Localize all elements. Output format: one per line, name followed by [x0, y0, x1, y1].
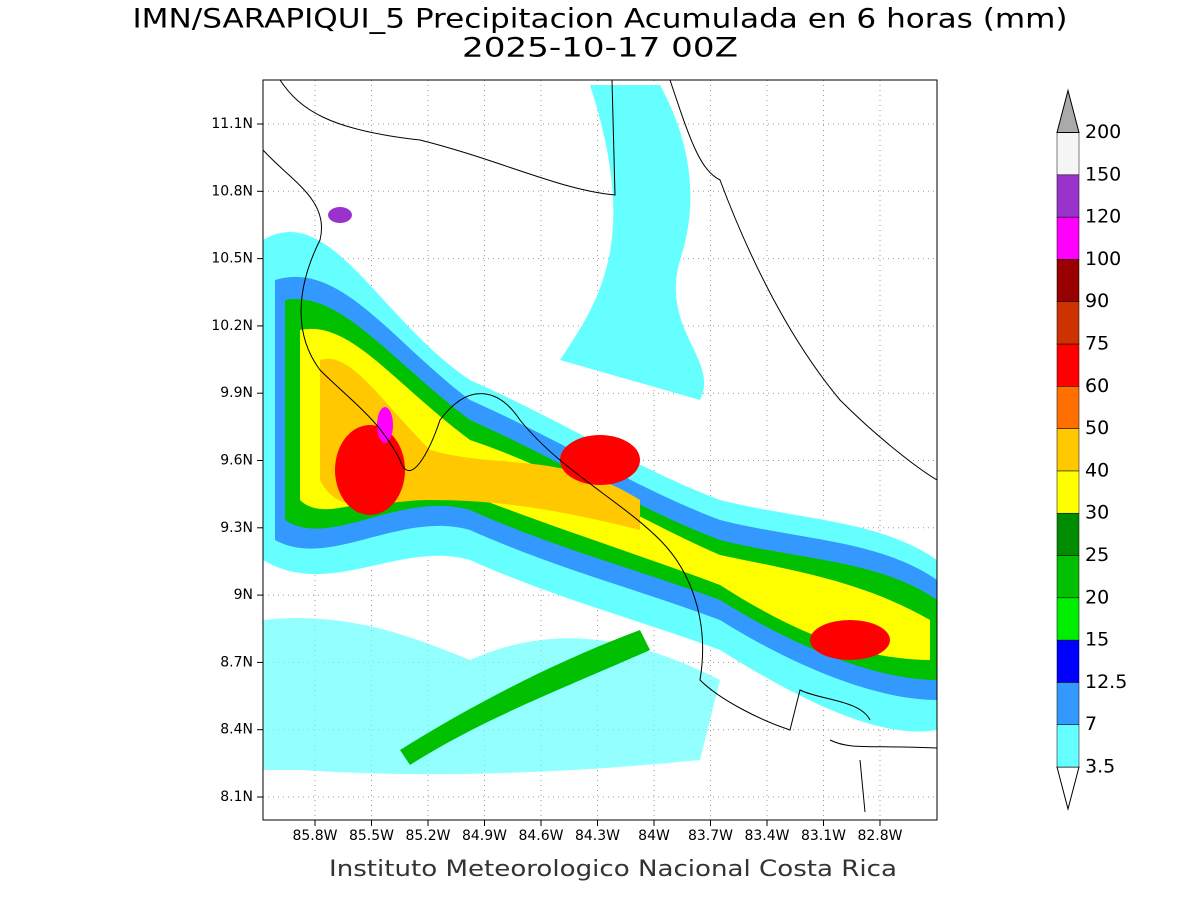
lat-label: 8.4N: [220, 722, 253, 738]
colorbar-label: 75: [1085, 333, 1109, 355]
lat-label: 8.1N: [220, 789, 253, 805]
colorbar-label: 15: [1085, 629, 1109, 651]
colorbar-segment: [1056, 428, 1080, 472]
colorbar-label: 100: [1085, 248, 1121, 270]
lat-label: 9.3N: [220, 520, 253, 536]
lon-label: 83.1W: [801, 828, 846, 844]
lon-label: 85.2W: [405, 828, 450, 844]
lon-label: 85.8W: [292, 828, 337, 844]
colorbar-label: 20: [1085, 586, 1109, 608]
colorbar-label: 40: [1085, 459, 1109, 481]
lat-label: 10.5N: [211, 251, 253, 267]
colorbar-label: 60: [1085, 375, 1109, 397]
colorbar-segment: [1056, 343, 1080, 387]
subtitle: 2025-10-17 00Z: [462, 33, 738, 64]
lat-label: 9N: [234, 587, 253, 603]
colorbar-segment: [1056, 597, 1080, 641]
colorbar-segment: [1056, 724, 1080, 768]
colorbar-segment: [1056, 174, 1080, 218]
colorbar-label: 7: [1085, 713, 1097, 735]
colorbar-segment: [1056, 132, 1080, 176]
colorbar-segment: [1056, 682, 1080, 725]
colorbar-label: 25: [1085, 544, 1109, 566]
lat-label: 9.9N: [220, 385, 253, 401]
colorbar-segment: [1056, 639, 1080, 683]
lon-label: 82.8W: [857, 828, 902, 844]
colorbar-extend-low: [1056, 766, 1080, 811]
lon-label: 84.6W: [518, 828, 563, 844]
colorbar-label: 12.5: [1085, 671, 1127, 693]
lon-label: 84.9W: [462, 828, 507, 844]
lat-label: 9.6N: [220, 453, 253, 469]
colorbar-segment: [1056, 301, 1080, 345]
colorbar-extend-high: [1056, 88, 1080, 133]
colorbar-label: 120: [1085, 206, 1121, 228]
colorbar-segment: [1056, 216, 1080, 260]
lon-label: 84.3W: [575, 828, 620, 844]
colorbar-segment: [1056, 259, 1080, 302]
lat-label: 8.7N: [220, 654, 253, 670]
colorbar-segment: [1056, 386, 1080, 429]
coastlines: [263, 80, 937, 813]
colorbar-segment: [1056, 512, 1080, 556]
colorbar-label: 90: [1085, 290, 1109, 312]
lat-label: 11.1N: [211, 116, 253, 132]
lat-label: 10.8N: [211, 183, 253, 199]
colorbar-segment: [1056, 470, 1080, 514]
colorbar-label: 3.5: [1085, 756, 1115, 778]
footer: Instituto Meteorologico Nacional Costa R…: [329, 857, 897, 882]
precip-field: [263, 85, 937, 775]
lon-label: 85.5W: [349, 828, 394, 844]
lon-label: 83.7W: [688, 828, 733, 844]
colorbar-label: 50: [1085, 417, 1109, 439]
lat-label: 10.2N: [211, 318, 253, 334]
title: IMN/SARAPIQUI_5 Precipitacion Acumulada …: [133, 4, 1068, 35]
colorbar-segment: [1056, 555, 1080, 599]
colorbar-label: 30: [1085, 502, 1109, 524]
colorbar: 3.5 7 12.5 15 20 25 30 40 50 60 75 90 100 120 150 200: [1056, 88, 1127, 811]
lon-label: 84W: [638, 828, 670, 844]
colorbar-label: 200: [1085, 121, 1121, 143]
colorbar-label: 150: [1085, 163, 1121, 185]
plot-frame: [262, 79, 938, 821]
lon-label: 83.4W: [744, 828, 789, 844]
